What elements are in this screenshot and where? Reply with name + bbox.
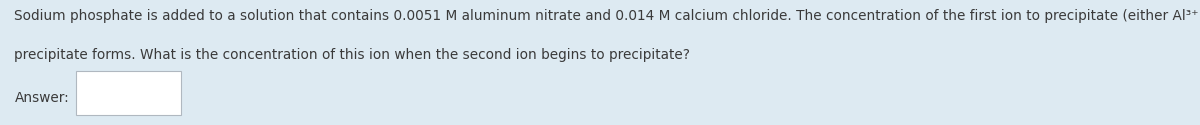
Text: precipitate forms. What is the concentration of this ion when the second ion beg: precipitate forms. What is the concentra… (14, 48, 690, 62)
FancyBboxPatch shape (76, 71, 181, 115)
Text: Answer:: Answer: (14, 90, 70, 104)
Text: Sodium phosphate is added to a solution that contains 0.0051 M aluminum nitrate : Sodium phosphate is added to a solution … (14, 9, 1200, 23)
